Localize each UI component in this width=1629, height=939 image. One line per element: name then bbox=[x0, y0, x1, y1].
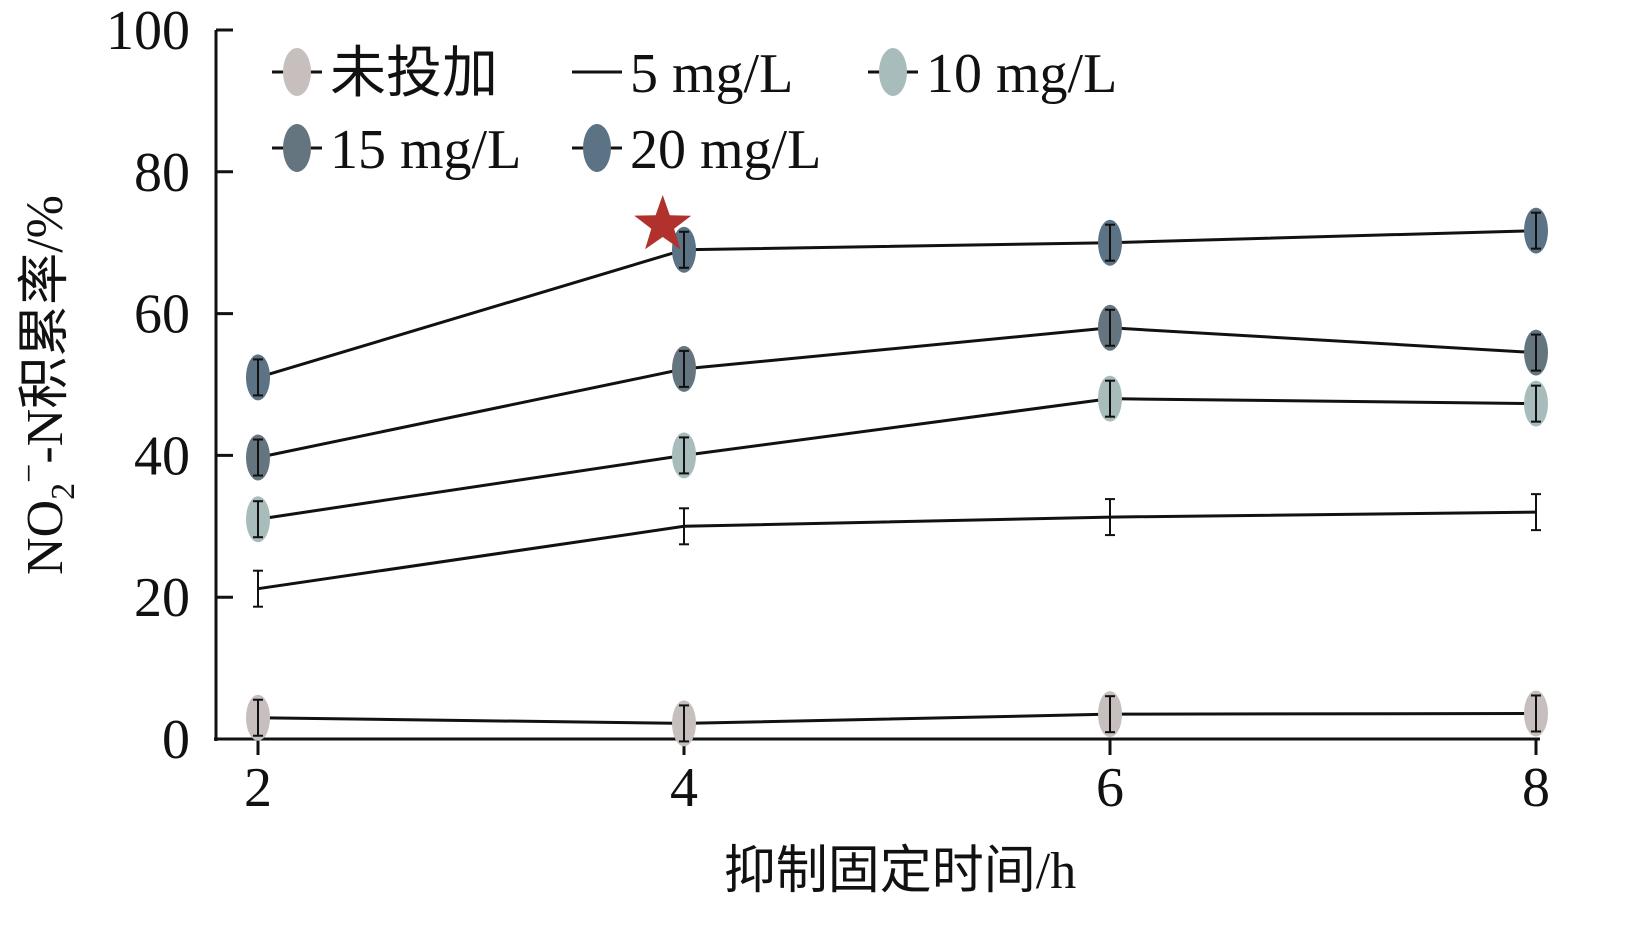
y-tick-label: 0 bbox=[162, 709, 190, 771]
legend-item: 15 mg/L bbox=[272, 119, 521, 181]
legend-label: 15 mg/L bbox=[330, 119, 521, 181]
legend-item: 5 mg/L bbox=[572, 43, 793, 105]
x-tick-label: 8 bbox=[1522, 757, 1550, 819]
legend-item: 10 mg/L bbox=[868, 43, 1117, 105]
series-lines bbox=[257, 229, 1537, 725]
legend-label: 20 mg/L bbox=[630, 119, 821, 181]
y-tick-label: 60 bbox=[134, 284, 190, 346]
series-line bbox=[257, 397, 1537, 521]
star-annotation bbox=[634, 195, 692, 250]
legend-item: 未投加 bbox=[272, 43, 498, 105]
y-axis-label-subscript: 2 bbox=[45, 483, 82, 500]
legend-label: 5 mg/L bbox=[630, 43, 793, 105]
y-tick-label: 40 bbox=[134, 425, 190, 487]
legend-item: 20 mg/L bbox=[572, 119, 821, 181]
x-ticks: 2 4 6 8 bbox=[244, 739, 1550, 819]
series-markers bbox=[246, 207, 1548, 747]
legend-swatch-marker bbox=[283, 48, 311, 96]
annotations bbox=[634, 195, 692, 250]
y-tick-label: 20 bbox=[134, 567, 190, 629]
series-line bbox=[257, 229, 1537, 379]
y-axis-label: NO2−-N积累率/% bbox=[11, 195, 82, 575]
legend-swatch-marker bbox=[283, 124, 311, 172]
y-axis-label-prefix: NO bbox=[17, 500, 74, 575]
legend: 未投加 5 mg/L 10 mg/L 15 mg/L 20 mg/L bbox=[272, 43, 1117, 181]
y-ticks: 0 20 40 60 80 100 bbox=[106, 0, 233, 771]
x-tick-label: 6 bbox=[1096, 757, 1124, 819]
legend-label: 未投加 bbox=[330, 43, 498, 105]
legend-swatch-marker bbox=[583, 124, 611, 172]
y-tick-label: 80 bbox=[134, 142, 190, 204]
legend-label: 10 mg/L bbox=[926, 43, 1117, 105]
y-axis-label-superscript: − bbox=[11, 464, 48, 483]
y-tick-label: 100 bbox=[106, 0, 190, 62]
series-line bbox=[257, 711, 1537, 725]
y-axis-label-suffix: -N积累率/% bbox=[17, 195, 74, 464]
x-tick-label: 4 bbox=[670, 757, 698, 819]
series-line bbox=[257, 326, 1537, 459]
x-tick-label: 2 bbox=[244, 757, 272, 819]
series-line bbox=[257, 510, 1537, 591]
axes bbox=[214, 30, 1540, 741]
x-axis-label: 抑制固定时间/h bbox=[724, 843, 1076, 900]
legend-swatch-marker bbox=[879, 48, 907, 96]
